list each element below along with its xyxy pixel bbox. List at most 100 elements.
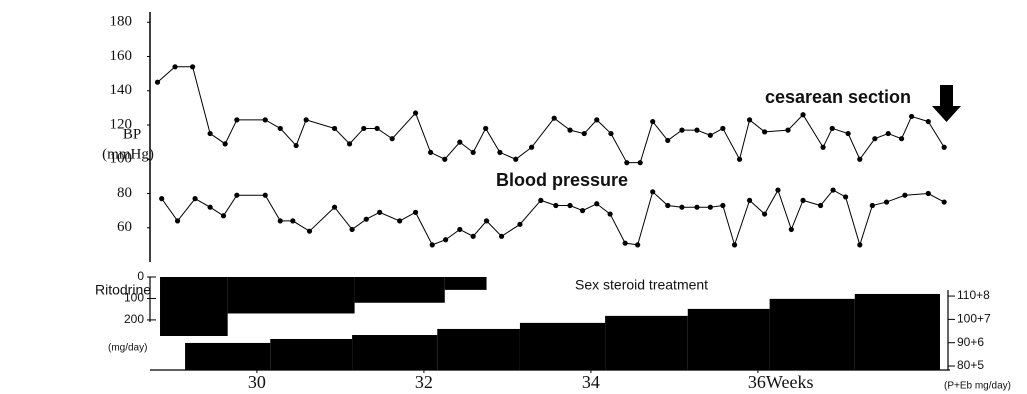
- bp-point: [290, 218, 296, 224]
- annotation: cesarean section: [765, 87, 911, 107]
- bp-point: [845, 130, 851, 137]
- bp-point: [941, 144, 947, 150]
- bp-point: [567, 127, 573, 133]
- x-tick-label: 34: [582, 372, 600, 392]
- bp-point: [694, 127, 700, 133]
- bp-point: [192, 196, 198, 202]
- arrow: [932, 85, 961, 122]
- bp-point: [829, 125, 835, 132]
- panel-title: Sex steroid treatment: [575, 277, 708, 293]
- y-tick-label: 80+5: [957, 358, 984, 372]
- bp-point: [775, 187, 781, 193]
- bp-point: [679, 127, 685, 133]
- bp-point: [412, 110, 419, 116]
- y-tick-label: 60: [117, 219, 132, 235]
- bp-point: [377, 209, 383, 215]
- bp-point: [207, 204, 213, 210]
- y-label: BP: [123, 126, 141, 142]
- bp-point: [679, 204, 685, 210]
- x-tick-label: 36Weeks: [748, 372, 814, 392]
- bp-point: [665, 202, 671, 209]
- bp-point: [883, 199, 890, 205]
- bp-point: [694, 204, 700, 210]
- bp-point: [222, 141, 228, 147]
- bp-point: [172, 64, 178, 70]
- bp-point: [429, 242, 435, 248]
- panel-title: Ritodrine: [95, 282, 151, 298]
- bp-point: [567, 202, 573, 209]
- unit-label: (mg/day): [108, 343, 147, 354]
- step-bar: [854, 293, 940, 370]
- bp-point: [872, 136, 878, 142]
- step-bar: [437, 328, 520, 370]
- bp-point: [498, 233, 505, 239]
- bp-point: [513, 156, 519, 162]
- y-tick-label: 100+7: [957, 312, 991, 326]
- step-bar: [605, 315, 688, 370]
- y-tick-label: 100: [110, 151, 133, 167]
- bp-point: [189, 64, 196, 70]
- bp-point: [925, 118, 931, 125]
- bp-point: [736, 156, 743, 162]
- bp-point: [869, 202, 875, 209]
- bp-point: [331, 125, 338, 132]
- y-tick-label: 0: [137, 269, 144, 283]
- bp-point: [800, 112, 806, 118]
- bp-point: [220, 213, 227, 219]
- y-tick-label: 200: [124, 312, 144, 326]
- bp-point: [483, 218, 490, 224]
- y-tick-label: 90+6: [957, 335, 984, 349]
- bp-point: [608, 130, 614, 137]
- annotation: Blood pressure: [496, 170, 628, 190]
- bp-point: [529, 144, 535, 150]
- x-tick-label: 32: [415, 372, 433, 392]
- bp-point: [785, 127, 791, 133]
- y-tick-label: 160: [110, 48, 133, 64]
- bp-point: [412, 209, 419, 215]
- bp-point: [517, 221, 523, 227]
- bp-point: [720, 202, 726, 209]
- bp-point: [731, 242, 738, 248]
- bp-line: [161, 188, 945, 247]
- bp-point: [361, 125, 367, 132]
- bp-point: [800, 197, 806, 203]
- step-bar: [352, 335, 438, 370]
- step-bar: [687, 308, 770, 370]
- bp-point: [207, 130, 213, 137]
- step-bar: [160, 277, 228, 336]
- bp-point: [443, 237, 449, 243]
- y-tick-label: 80: [117, 185, 132, 201]
- bp-point: [746, 197, 753, 203]
- bp-point: [746, 117, 753, 123]
- bp-point: [389, 136, 395, 142]
- bp-point: [262, 192, 268, 198]
- x-tick-label: 30: [248, 372, 266, 392]
- step-bar: [185, 342, 271, 370]
- bp-point: [707, 132, 713, 138]
- bp-point: [174, 218, 181, 224]
- bp-point: [346, 141, 353, 147]
- bp-point: [581, 130, 587, 137]
- y-tick-label: 110+8: [957, 288, 990, 302]
- step-bar: [354, 277, 445, 303]
- bp-point: [908, 113, 915, 120]
- bp-point: [483, 125, 489, 132]
- bp-point: [277, 218, 283, 224]
- bp-point: [470, 233, 476, 239]
- bp-point: [594, 117, 600, 123]
- y-tick-label: 120: [110, 116, 133, 132]
- bp-point: [470, 149, 476, 156]
- bp-point: [374, 125, 380, 132]
- step-bar: [769, 298, 855, 370]
- bp-point: [817, 202, 824, 209]
- bp-point: [762, 129, 768, 135]
- bp-point: [635, 242, 641, 248]
- unit-label: (P+Eb mg/day): [944, 381, 1011, 392]
- bp-point: [898, 136, 905, 142]
- bp-point: [762, 211, 768, 217]
- y-tick-label: 100: [124, 291, 144, 305]
- bp-point: [234, 192, 240, 198]
- bp-point: [594, 201, 600, 207]
